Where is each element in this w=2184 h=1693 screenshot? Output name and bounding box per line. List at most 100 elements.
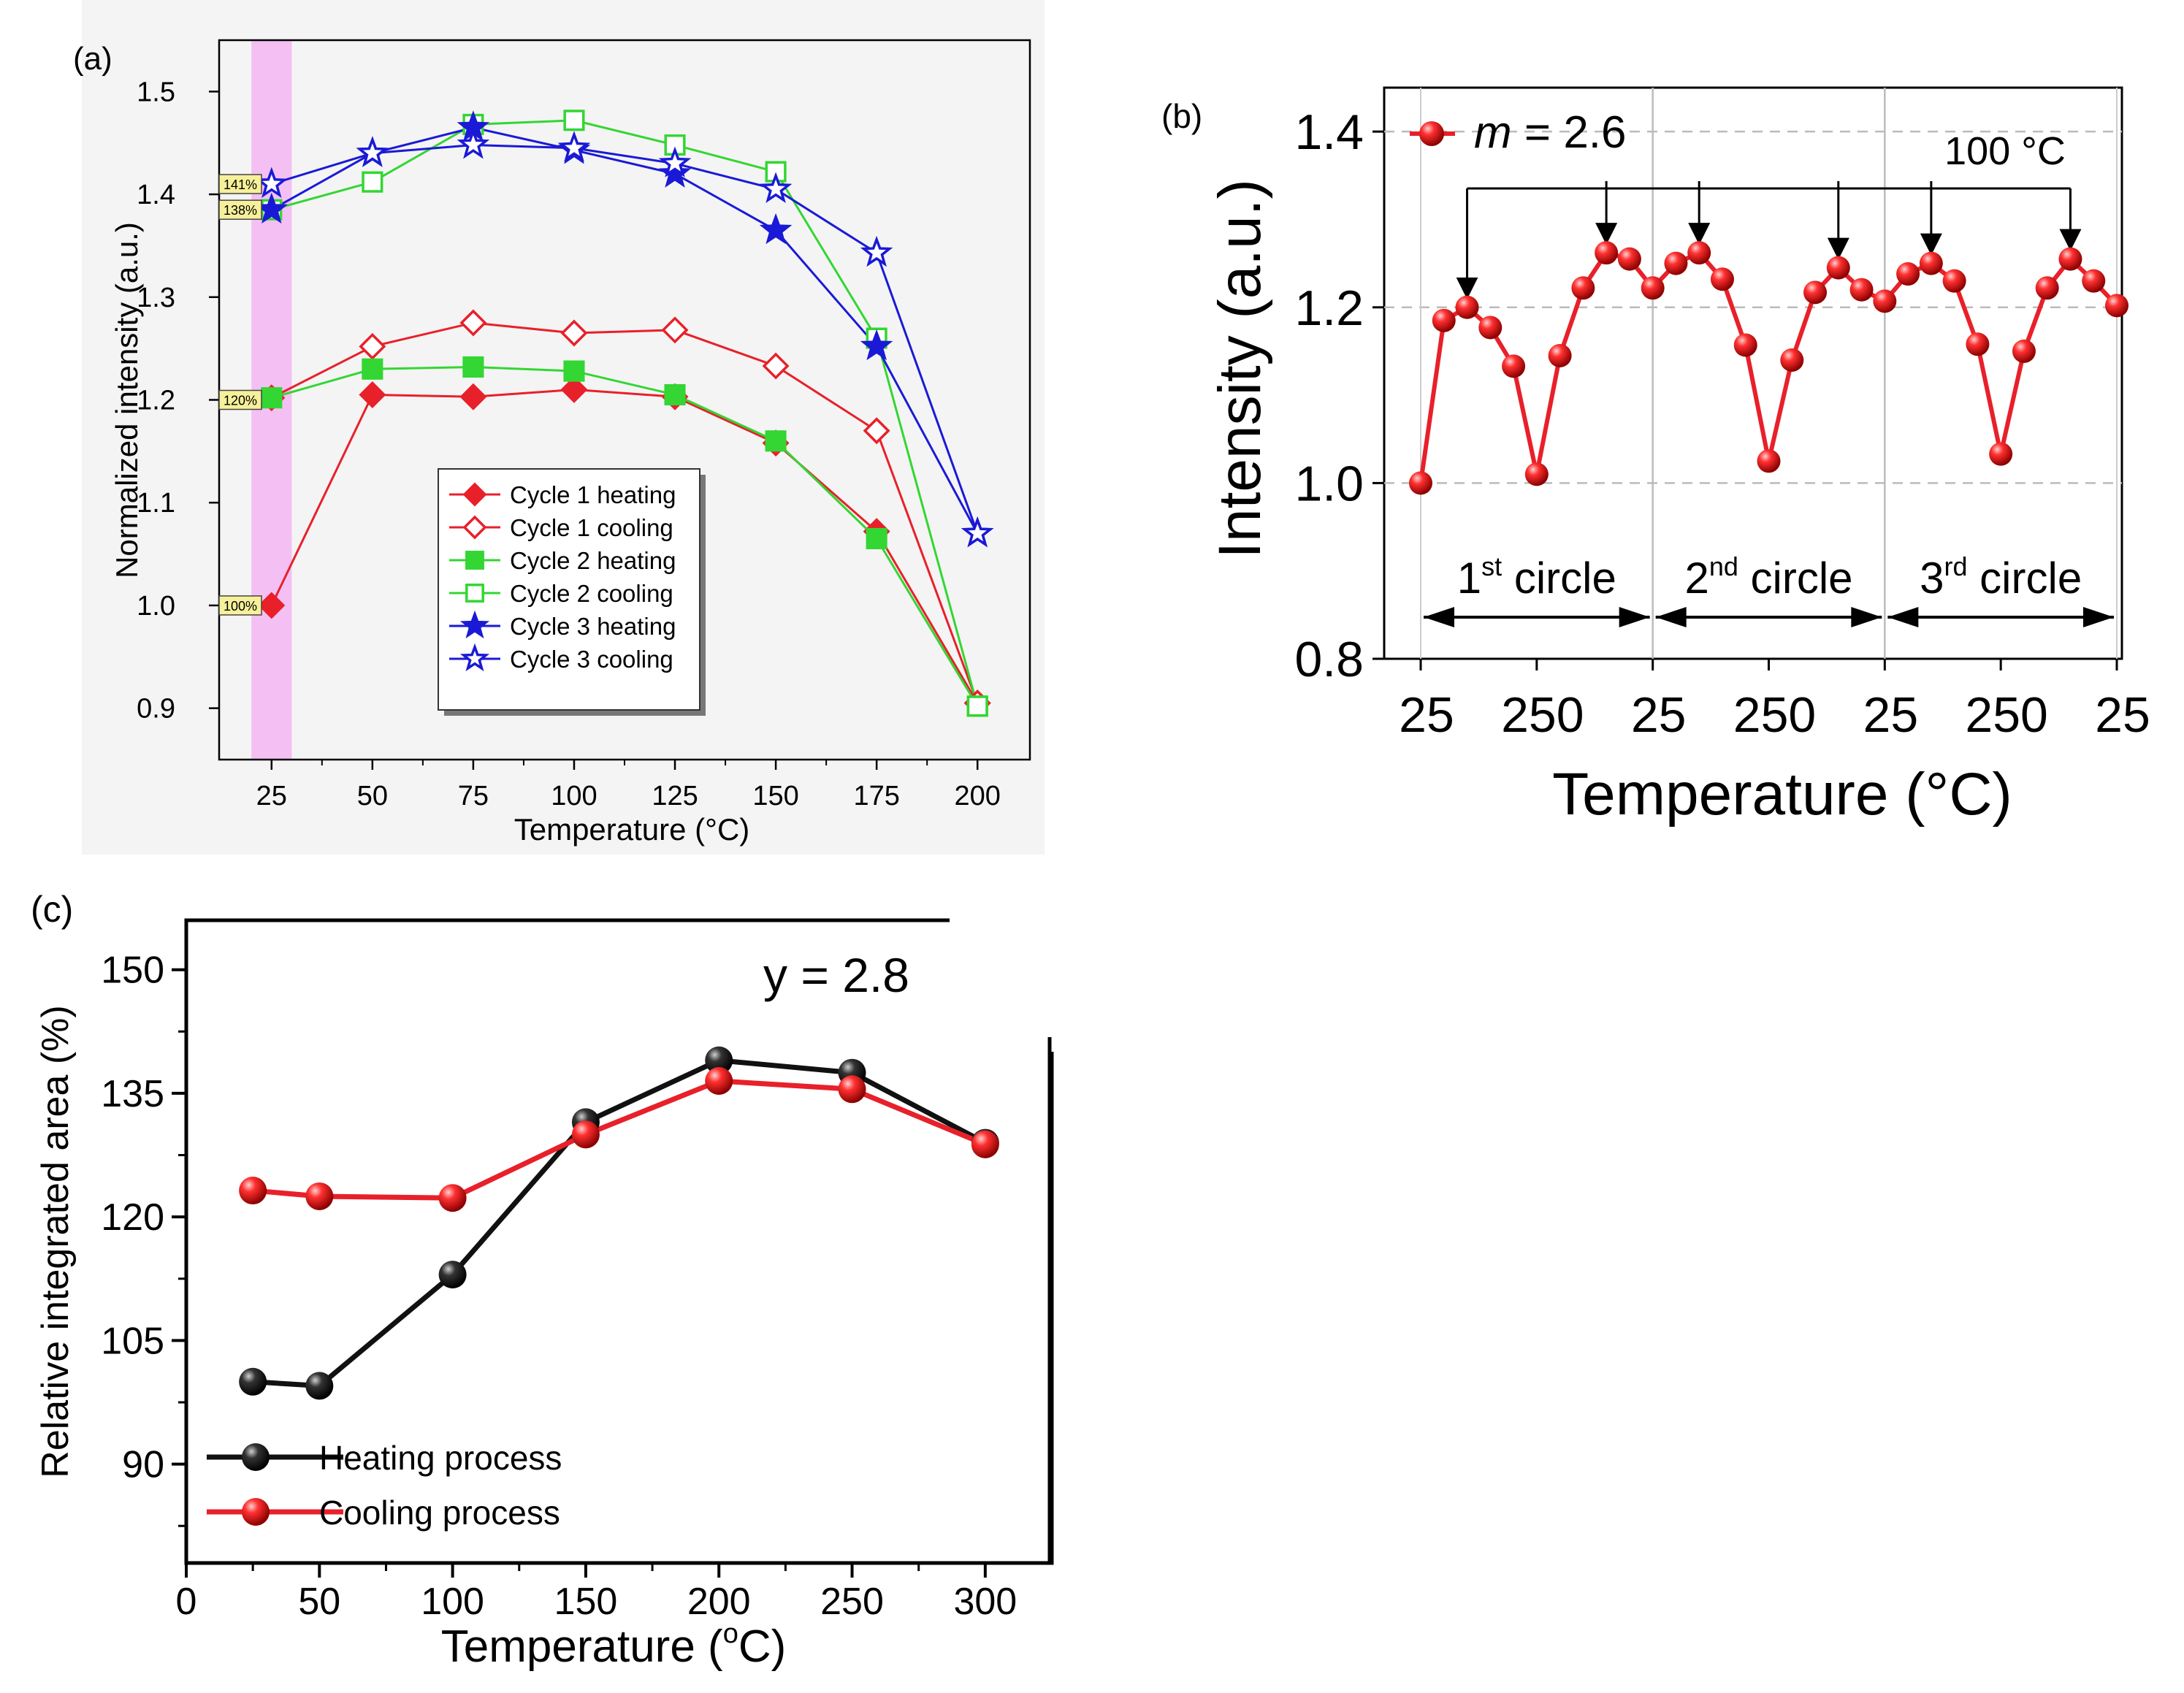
value-tag-label: 141% (224, 177, 257, 192)
panel-c-legend: Heating process Cooling process (207, 1439, 562, 1532)
y-tick-label: 1.0 (1294, 456, 1364, 511)
data-point (261, 387, 283, 409)
data-point (1873, 289, 1897, 313)
data-point (560, 375, 588, 403)
x-tick-label: 150 (554, 1581, 618, 1623)
x-tick-label: 250 (820, 1581, 884, 1623)
cycle-suffix: circle (1738, 554, 1853, 603)
data-point (362, 171, 383, 193)
data-point (705, 1046, 733, 1074)
data-point (863, 417, 890, 445)
data-point (966, 695, 988, 717)
legend-marker (465, 551, 484, 570)
data-point (1966, 332, 1990, 356)
y-tick-label: 90 (122, 1444, 164, 1486)
data-point (1733, 333, 1757, 357)
legend-marker (459, 610, 490, 639)
data-point (2058, 247, 2082, 271)
data-point (462, 356, 484, 378)
data-point (258, 592, 286, 619)
panel-c-annotation: y = 2.8 (763, 948, 909, 1002)
data-point (362, 358, 383, 380)
y-tick-label: 105 (101, 1320, 164, 1362)
x-tick-label: 25 (1631, 687, 1687, 743)
y-tick-label: 1.3 (137, 283, 175, 313)
data-point (1780, 348, 1804, 372)
data-point (759, 172, 793, 203)
cycle-number: 3 (1920, 554, 1944, 603)
legend-label: Cycle 1 heating (510, 481, 676, 508)
x-tick-label: 200 (687, 1581, 751, 1623)
x-tick-label: 75 (458, 781, 489, 811)
data-point (438, 1184, 467, 1212)
panel-c-x-axis-label-end: C) (738, 1621, 786, 1672)
legend-label-b-value: = 2.6 (1512, 107, 1627, 158)
data-point (2082, 269, 2106, 293)
x-tick-label: 25 (1399, 687, 1454, 743)
panel-b-plot-frame (1383, 86, 2123, 660)
data-point (1409, 471, 1432, 495)
data-point (563, 360, 585, 382)
legend-label: Cycle 3 heating (510, 613, 676, 640)
data-point (557, 131, 591, 162)
panel-c-series (239, 1046, 999, 1400)
data-point (860, 235, 893, 267)
data-point (765, 430, 787, 452)
data-point (1432, 308, 1456, 332)
value-tag-label: 120% (224, 394, 257, 408)
x-tick-label: 175 (853, 781, 899, 811)
legend-marker (462, 515, 487, 540)
data-point (459, 309, 487, 337)
data-point (1710, 267, 1734, 291)
data-point (1803, 280, 1828, 305)
y-tick-label: 0.9 (137, 694, 175, 725)
data-point (571, 1120, 600, 1149)
y-tick-label: 1.1 (137, 488, 175, 519)
panel-a-y-axis-label: Normalized intensity (a.u.) (110, 222, 144, 578)
series-line (252, 1058, 987, 1389)
data-point (1757, 449, 1781, 473)
x-tick-label: 25 (256, 781, 287, 811)
series-line (271, 321, 979, 704)
data-point (1641, 276, 1665, 300)
series-line (252, 1078, 987, 1201)
cycle-suffix: circle (1502, 554, 1616, 603)
legend-marker (242, 1443, 270, 1471)
legend-label: Heating process (319, 1439, 562, 1477)
data-point (459, 383, 487, 410)
data-point (305, 1372, 334, 1400)
y-tick-label: 1.4 (137, 180, 175, 210)
data-point (658, 146, 692, 177)
cycle-span-arrow (1424, 607, 1454, 627)
data-point (971, 1130, 999, 1158)
legend-label: Cycle 2 heating (510, 547, 676, 574)
y-tick-label: 0.8 (1294, 632, 1364, 687)
panel-c-x-axis-label-sup: o (723, 1619, 738, 1649)
data-point (1989, 442, 2013, 466)
data-point (1478, 316, 1503, 340)
data-point (239, 1177, 267, 1205)
panel-a-x-axis-label: Temperature (°C) (514, 812, 750, 846)
x-tick-label: 250 (1965, 687, 2047, 743)
data-point (1524, 462, 1549, 486)
panel-a-value-tags: 141% 138% 120% 100% (218, 174, 262, 616)
legend-marker (242, 1498, 270, 1526)
legend-label: Cycle 1 cooling (510, 514, 673, 541)
panel-b: (b) 0.8 1.0 1.2 1.4 25 250 25 250 25 250 25 100 °C… (1161, 86, 2150, 828)
panel-a-series (255, 110, 994, 717)
value-tag-label: 100% (224, 599, 257, 614)
data-point (1664, 251, 1688, 275)
data-point (563, 110, 585, 131)
cycle-span-arrow (1655, 607, 1687, 627)
cycle-label: 3rd circle (1920, 551, 2082, 603)
panel-c-x-axis-label: Temperature (oC) (441, 1619, 787, 1672)
data-point (1595, 241, 1619, 265)
panel-c: (c) 0 50 100 150 200 250 300 90 105 120 135 150 y =… (31, 889, 1055, 1672)
value-tag-box (218, 174, 262, 194)
y-tick-label: 1.2 (1294, 280, 1364, 336)
legend-label: Cycle 2 cooling (510, 580, 673, 607)
annotation-label: 100 °C (1944, 129, 2066, 173)
panel-b-legend: m = 2.6 (1410, 107, 1627, 158)
